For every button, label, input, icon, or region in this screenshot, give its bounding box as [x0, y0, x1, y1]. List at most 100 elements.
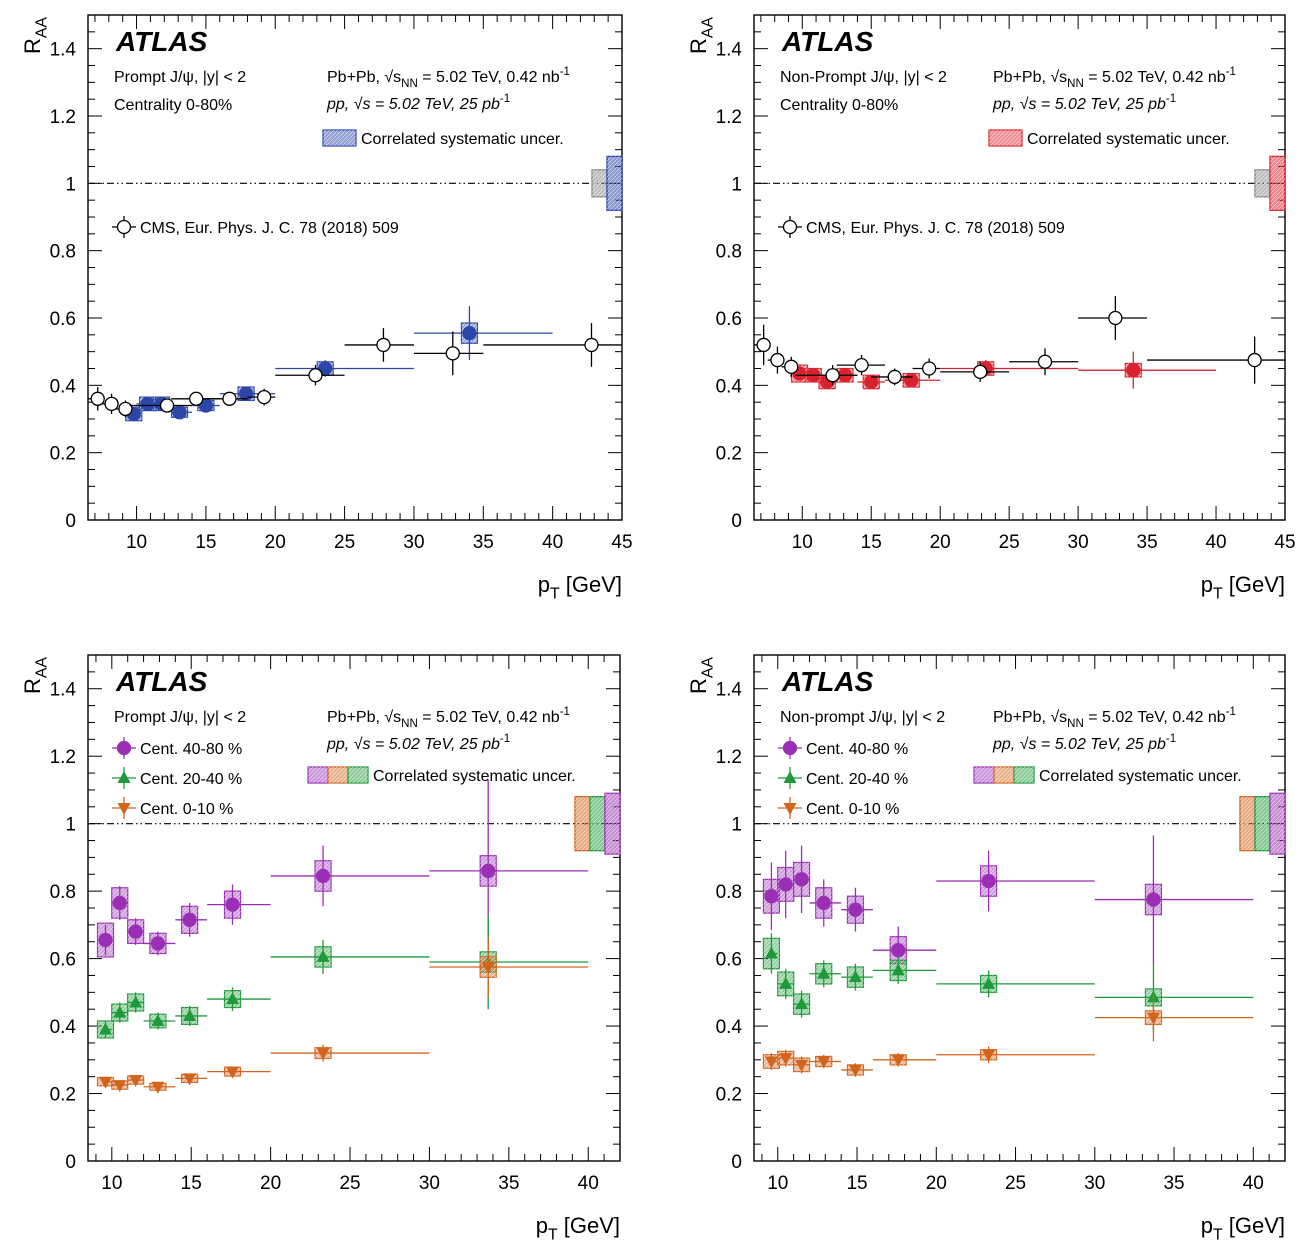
syst-legend-hatch: [1014, 767, 1034, 783]
y-tick-label: 0: [731, 511, 742, 532]
data-point: [151, 1014, 165, 1027]
annotation-line: Prompt J/ψ, |y| < 2: [114, 69, 246, 86]
legend-marker: [116, 740, 132, 756]
y-tick-label: 0: [65, 1152, 76, 1173]
pbpb-label: Pb+Pb, √sNN = 5.02 TeV, 0.42 nb-1: [327, 66, 570, 90]
legend-entry-label: Cent. 0-10 %: [140, 801, 233, 818]
data-point: [183, 1073, 197, 1086]
data-point: [129, 1075, 143, 1088]
x-tick-label: 45: [1274, 532, 1295, 553]
x-axis-title: pT [GeV]: [1201, 572, 1285, 603]
x-tick-label: 10: [126, 532, 147, 553]
global-syst-hatch: [590, 796, 605, 851]
y-tick-label: 1: [731, 174, 742, 195]
syst-legend-hatch: [994, 767, 1014, 783]
x-tick-label: 15: [846, 1173, 867, 1194]
data-point: [226, 1066, 240, 1079]
data-point: [182, 912, 197, 927]
data-point: [922, 361, 937, 376]
series-2: [96, 914, 589, 1039]
legend-entry-label: CMS, Eur. Phys. J. C. 78 (2018) 509: [806, 220, 1065, 237]
y-axis-title: RAA: [20, 657, 51, 694]
x-tick-label: 35: [473, 532, 494, 553]
pp-label: pp, √s = 5.02 TeV, 25 pb-1: [326, 733, 510, 753]
data-point: [445, 346, 460, 361]
y-tick-label: 1.4: [50, 40, 77, 61]
data-point: [1108, 310, 1123, 326]
y-tick-label: 1: [65, 174, 76, 195]
legend-marker: [117, 771, 131, 783]
chart-panel-2: 0 0.2 0.4 0.6 0.8 1 1.2 1.4 10 15 20 25 30 35 40 45 pT […: [686, 14, 1296, 603]
legend-marker: [783, 771, 797, 783]
legend-entry-label: CMS, Eur. Phys. J. C. 78 (2018) 509: [140, 220, 399, 237]
y-axis-title: RAA: [686, 657, 717, 694]
data-point: [113, 1080, 127, 1093]
chart-panel-3: 0 0.2 0.4 0.6 0.8 1 1.2 1.4 10 15 20 25 30 35 40 pT [Ge…: [20, 654, 621, 1244]
annotation-line: Centrality 0-80%: [114, 97, 232, 114]
series-3: [762, 994, 1254, 1077]
y-tick-label: 0.8: [50, 242, 76, 263]
y-tick-label: 0.2: [50, 1085, 76, 1106]
y-tick-label: 0.6: [50, 950, 76, 971]
data-point: [316, 1048, 330, 1061]
legend-marker: [782, 219, 798, 235]
series-3: [96, 936, 589, 1094]
syst-legend-label: Correlated systematic uncer.: [361, 131, 564, 148]
data-point: [973, 364, 988, 380]
data-point: [778, 877, 793, 892]
data-point: [817, 1056, 831, 1069]
annotation-line: Centrality 0-80%: [780, 97, 898, 114]
data-point: [257, 389, 272, 405]
data-point: [1247, 352, 1262, 368]
global-syst-hatch: [1255, 796, 1270, 851]
x-axis-title: pT [GeV]: [536, 1213, 620, 1244]
x-tick-label: 25: [339, 1173, 360, 1194]
data-point: [113, 1005, 127, 1018]
y-tick-label: 0.8: [716, 242, 742, 263]
data-point: [225, 897, 240, 912]
plot-frame: [753, 654, 1286, 1162]
x-tick-label: 40: [1243, 1173, 1264, 1194]
x-tick-label: 40: [1205, 532, 1226, 553]
y-axis-title: RAA: [686, 17, 717, 54]
y-tick-label: 1.4: [50, 680, 77, 701]
data-point: [112, 895, 127, 911]
syst-legend-hatch: [974, 767, 994, 783]
data-point: [779, 976, 793, 989]
global-syst-hatch: [605, 793, 620, 855]
legend-marker: [782, 740, 798, 756]
plot-frame: [87, 654, 621, 1162]
data-point: [764, 889, 779, 904]
data-point: [817, 966, 831, 979]
y-tick-label: 1.2: [50, 107, 76, 128]
x-tick-label: 35: [1163, 1173, 1184, 1194]
y-tick-label: 0.2: [716, 1085, 742, 1106]
chart-panel-4: 0 0.2 0.4 0.6 0.8 1 1.2 1.4 10 15 20 25 30 35 40 pT [Ge…: [686, 654, 1286, 1244]
data-point: [904, 373, 919, 388]
y-tick-label: 0.4: [50, 1017, 77, 1038]
x-tick-label: 30: [1084, 1173, 1105, 1194]
data-point: [189, 391, 204, 406]
data-point: [140, 396, 155, 412]
data-point: [779, 1053, 793, 1066]
legend-entry-label: Cent. 20-40 %: [140, 771, 242, 788]
legend-entry-label: Cent. 40-80 %: [806, 741, 908, 758]
data-point: [784, 359, 799, 374]
x-tick-label: 20: [265, 532, 286, 553]
y-tick-label: 1.4: [716, 40, 743, 61]
y-tick-label: 1: [65, 815, 76, 836]
data-point: [887, 369, 902, 385]
chart-panel-1: 0 0.2 0.4 0.6 0.8 1 1.2 1.4 10 15 20 25 30 35 40 45 pT […: [20, 14, 633, 603]
data-point: [151, 1081, 165, 1094]
data-point: [764, 946, 778, 959]
data-point: [770, 352, 785, 368]
x-tick-label: 20: [930, 532, 951, 553]
x-tick-label: 15: [195, 532, 216, 553]
data-point: [795, 997, 809, 1010]
data-point: [376, 337, 391, 353]
global-syst-hatch: [575, 796, 590, 851]
data-point: [462, 325, 477, 341]
data-point: [159, 398, 175, 413]
syst-legend-hatch: [308, 767, 328, 783]
